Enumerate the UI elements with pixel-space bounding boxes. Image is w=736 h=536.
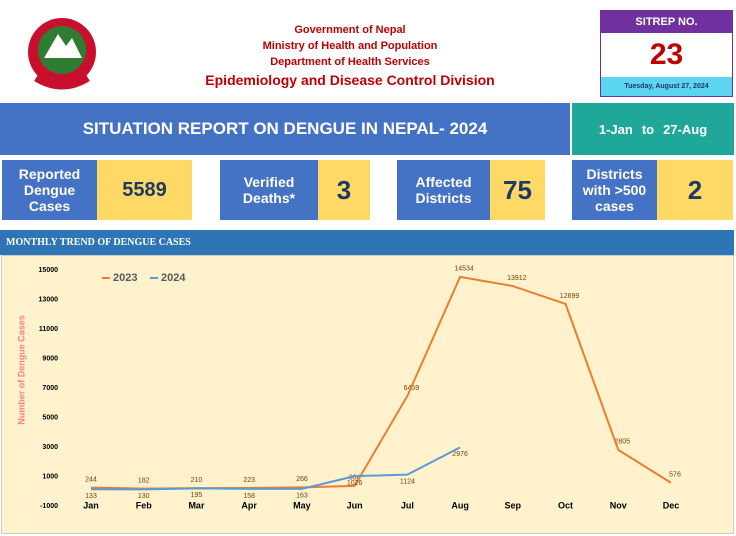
series-line (90, 446, 461, 491)
y-tick-label: 11000 (39, 326, 58, 333)
data-label: 2805 (614, 439, 630, 446)
data-label: 223 (243, 477, 255, 484)
stat-label: Reported Dengue Cases (2, 160, 97, 220)
y-tick-label: -1000 (40, 503, 58, 510)
data-label: 195 (191, 492, 203, 499)
data-label: 133 (85, 493, 97, 500)
x-tick-label: Jan (83, 500, 99, 510)
x-tick-label: Sep (505, 500, 522, 510)
data-label: 13912 (507, 275, 527, 282)
x-tick-label: Mar (188, 500, 205, 510)
data-label: 266 (296, 476, 308, 483)
data-label: 364 (349, 475, 361, 482)
date: Tuesday, August 27, 2024 (601, 77, 732, 96)
stat-label: Affected Districts (397, 160, 490, 220)
y-tick-label: 3000 (42, 444, 58, 451)
header-line: Department of Health Services (270, 56, 430, 68)
stat-value: 3 (318, 160, 370, 220)
period: 1-Jan to 27-Aug (572, 103, 734, 155)
emblem (28, 18, 96, 90)
stat-label: Districts with >500 cases (572, 160, 657, 220)
data-label: 210 (191, 477, 203, 484)
header: Government of Nepal Ministry of Health a… (180, 22, 520, 90)
x-tick-label: May (293, 500, 311, 510)
stat-value: 75 (490, 160, 545, 220)
stat-value: 2 (657, 160, 733, 220)
x-tick-label: Jun (347, 500, 363, 510)
data-label: 182 (138, 477, 150, 484)
period-to: to (641, 121, 655, 137)
y-tick-label: 13000 (39, 296, 59, 303)
sitrep-box: SITREP NO. 23 Tuesday, August 27, 2024 (600, 10, 733, 97)
x-tick-label: Jul (401, 500, 414, 510)
x-tick-label: Nov (610, 500, 627, 510)
data-label: 12699 (560, 293, 580, 300)
x-tick-label: Feb (136, 500, 153, 510)
sitrep-label: SITREP NO. (601, 11, 732, 33)
y-tick-label: 5000 (42, 414, 58, 421)
x-tick-label: Oct (558, 500, 573, 510)
period-from: 1-Jan (598, 121, 633, 137)
legend-label: 2023 (113, 272, 137, 284)
x-tick-label: Dec (663, 500, 680, 510)
header-line: Government of Nepal (294, 24, 406, 36)
legend-label: 2024 (161, 272, 186, 284)
y-tick-label: 15000 (39, 267, 59, 274)
y-axis-label: Number of Dengue Cases (16, 315, 26, 425)
data-label: 576 (669, 472, 681, 479)
y-tick-label: 9000 (42, 355, 58, 362)
division: Epidemiology and Disease Control Divisio… (205, 72, 495, 88)
chart: Number of Dengue Cases -1000 1000 3000 5000… (1, 255, 734, 534)
stat-label: Verified Deaths* (220, 160, 318, 220)
header-line: Ministry of Health and Population (262, 40, 438, 52)
y-tick-label: 1000 (42, 473, 58, 480)
data-label: 1026 (347, 480, 363, 487)
series-line (90, 275, 672, 490)
data-label: 14534 (454, 266, 474, 273)
x-tick-label: Aug (451, 500, 469, 510)
period-until: 27-Aug (663, 121, 708, 137)
x-tick-label: Apr (241, 500, 257, 510)
data-label: 1124 (400, 479, 415, 486)
sitrep-no: 23 (649, 38, 684, 71)
data-label: 130 (138, 493, 150, 500)
data-label: 2976 (452, 451, 468, 458)
data-label: 163 (296, 493, 308, 500)
banner: SITUATION REPORT ON DENGUE IN NEPAL- 202… (0, 103, 570, 155)
data-label: 244 (85, 476, 97, 483)
stat-value: 5589 (97, 160, 192, 220)
data-label: 158 (243, 493, 255, 500)
chart-title: MONTHLY TREND OF DENGUE CASES (0, 230, 734, 255)
y-tick-label: 7000 (42, 385, 58, 392)
